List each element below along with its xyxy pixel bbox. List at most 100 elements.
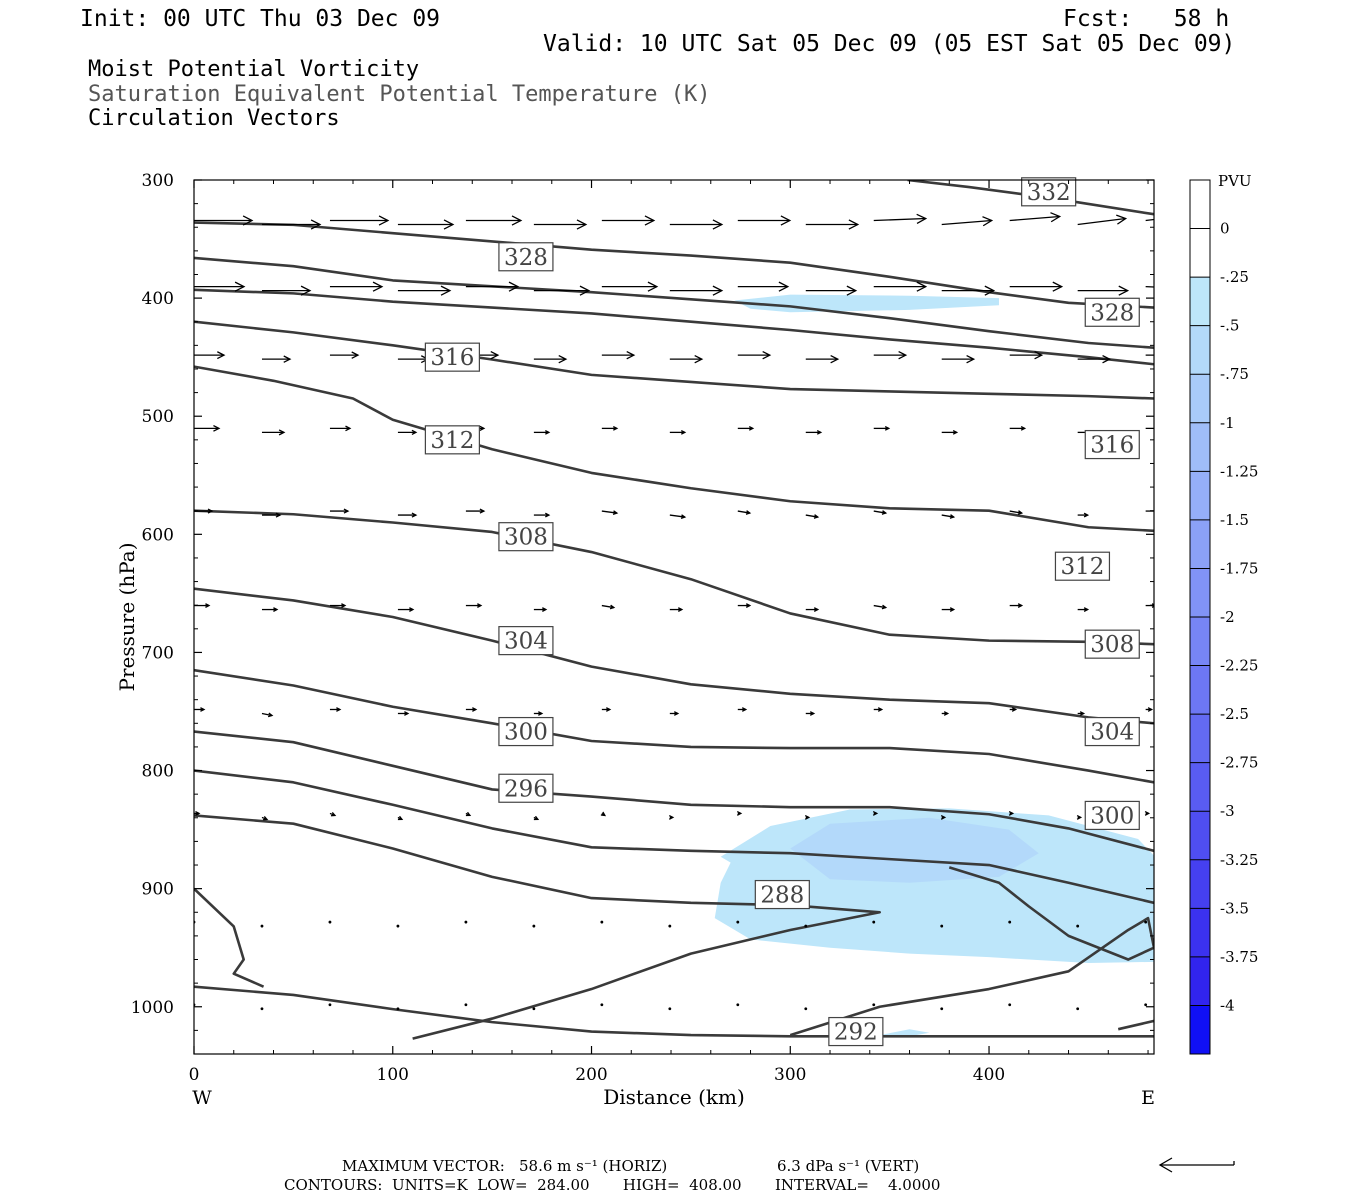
vector-dot-8-11 [940, 924, 944, 928]
isentrope-unlabeled-16 [1117, 1019, 1154, 1031]
vector-head-2-10 [898, 350, 908, 360]
x-tick-label-200: 200 [575, 1065, 607, 1085]
contour-label-11: 300 [504, 720, 548, 746]
vector-4-10 [873, 510, 886, 514]
vector-dot-8-9 [804, 924, 808, 928]
vector-4-9 [805, 514, 818, 518]
vector-head-4-7 [680, 514, 687, 520]
vector-head-6-7 [673, 711, 680, 716]
colorbar-label-11: -2.75 [1220, 754, 1258, 772]
vector-head-5-13 [1083, 607, 1090, 612]
contour-label-box-2 [1084, 297, 1140, 327]
vector-dot-8-1 [260, 924, 264, 928]
vector-head-2-5 [558, 354, 568, 364]
y-tick-label-1000: 1000 [131, 998, 174, 1018]
vector-dot-9-11 [940, 1007, 944, 1011]
isentropes [194, 180, 1154, 1040]
vector-head-3-5 [545, 429, 551, 435]
vector-head-4-1 [275, 512, 282, 518]
pv-colorbar: PVU 0 -.25 -.5 -.75 -1 -1.25 -1.5 -1.75 -2 -2.25 -2… [1189, 172, 1258, 1055]
contour-label-5: 312 [430, 428, 474, 454]
y-tick-label-900: 900 [142, 880, 174, 900]
vector-0-14 [1145, 218, 1154, 222]
colorbar-swatch-7 [1190, 519, 1210, 569]
colorbar-swatch-14 [1190, 859, 1210, 909]
y-tick-label-400: 400 [142, 289, 174, 309]
vector-head-7-4 [465, 811, 472, 817]
pv-region-0 [734, 294, 999, 313]
vector-head-0-12 [1050, 212, 1062, 223]
x-tick-label-0: 0 [189, 1065, 200, 1085]
vector-head-4-14 [1153, 509, 1154, 513]
vector-head-7-0 [195, 811, 201, 816]
field-title-theta-es: Saturation Equivalent Potential Temperat… [88, 82, 711, 107]
colorbar-swatch-5 [1190, 422, 1210, 472]
colorbar-label-1: -.25 [1220, 268, 1249, 286]
vector-head-5-7 [677, 607, 684, 612]
colorbar-label-4: -1 [1220, 414, 1235, 432]
isentrope-292-14 [789, 866, 1154, 1037]
vector-head-4-3 [411, 512, 418, 518]
isentrope-unlabeled-15 [194, 887, 265, 988]
contour-label-13: 296 [504, 776, 548, 802]
max-vector-vert: 6.3 dPa s⁻¹ (VERT) [777, 1157, 920, 1175]
vector-head-0-0 [242, 215, 254, 226]
colorbar-swatch-6 [1190, 471, 1210, 520]
vector-head-3-14 [1160, 426, 1164, 430]
vector-head-0-1 [310, 219, 322, 230]
vector-head-2-8 [762, 350, 772, 360]
vector-0-11 [941, 219, 992, 226]
vector-head-1-0 [234, 281, 246, 292]
vector-head-3-0 [213, 424, 221, 432]
x-axis-label: Distance (km) [603, 1085, 745, 1109]
vector-dot-8-4 [464, 920, 468, 924]
colorbar-swatch-11 [1190, 714, 1210, 763]
vector-head-3-7 [680, 429, 687, 435]
isentrope-unlabeled-2 [194, 256, 1154, 350]
vector-head-3-6 [612, 425, 619, 431]
colorbar-label-2: -.5 [1220, 317, 1239, 335]
contour-label-2: 328 [1090, 300, 1134, 326]
vector-head-5-0 [205, 603, 211, 608]
vector-head-1-9 [846, 285, 858, 296]
vector-0-10 [873, 217, 926, 222]
vector-dot-9-4 [464, 1003, 468, 1007]
isentrope-unlabeled-13 [194, 985, 1154, 1038]
vector-dot-8-10 [872, 920, 876, 924]
vector-head-2-12 [1034, 350, 1044, 360]
colorbar-swatch-16 [1190, 956, 1210, 1006]
contour-label-4: 316 [1090, 433, 1134, 459]
vector-head-1-3 [440, 285, 452, 296]
vector-dot-8-3 [396, 924, 400, 928]
vector-head-6-3 [404, 711, 410, 716]
vector-dot-9-5 [532, 1007, 536, 1011]
vector-head-5-2 [341, 603, 347, 608]
vector-head-7-5 [533, 815, 540, 821]
contour-label-box-7 [498, 522, 554, 552]
vector-head-5-3 [409, 607, 415, 612]
vector-head-4-13 [1083, 512, 1090, 518]
colorbar-label-8: -2 [1220, 608, 1235, 626]
contour-label-box-14 [754, 879, 810, 910]
vector-head-7-1 [262, 815, 269, 821]
vector-head-7-10 [872, 811, 879, 816]
contour-label-0: 332 [1027, 180, 1071, 206]
vector-head-4-11 [949, 514, 956, 519]
contour-label-10: 304 [1090, 720, 1134, 746]
vector-head-6-1 [267, 712, 274, 718]
vector-head-2-6 [626, 350, 636, 360]
vector-4-8 [737, 510, 750, 514]
vector-5-10 [873, 604, 886, 609]
vector-head-5-8 [745, 603, 752, 608]
vector-head-3-4 [479, 425, 486, 432]
contour-label-box-5 [424, 425, 480, 455]
vector-0-12 [1009, 215, 1060, 222]
colorbar-label-3: -.75 [1220, 365, 1249, 383]
isentrope-328-1 [194, 221, 1154, 309]
isentrope-308-6 [194, 509, 1154, 646]
vector-head-5-1 [273, 607, 279, 612]
vector-4-12 [1009, 510, 1022, 514]
vector-head-1-4 [508, 281, 520, 292]
x-tick-label-100: 100 [377, 1065, 409, 1085]
colorbar-swatch-3 [1190, 325, 1210, 375]
